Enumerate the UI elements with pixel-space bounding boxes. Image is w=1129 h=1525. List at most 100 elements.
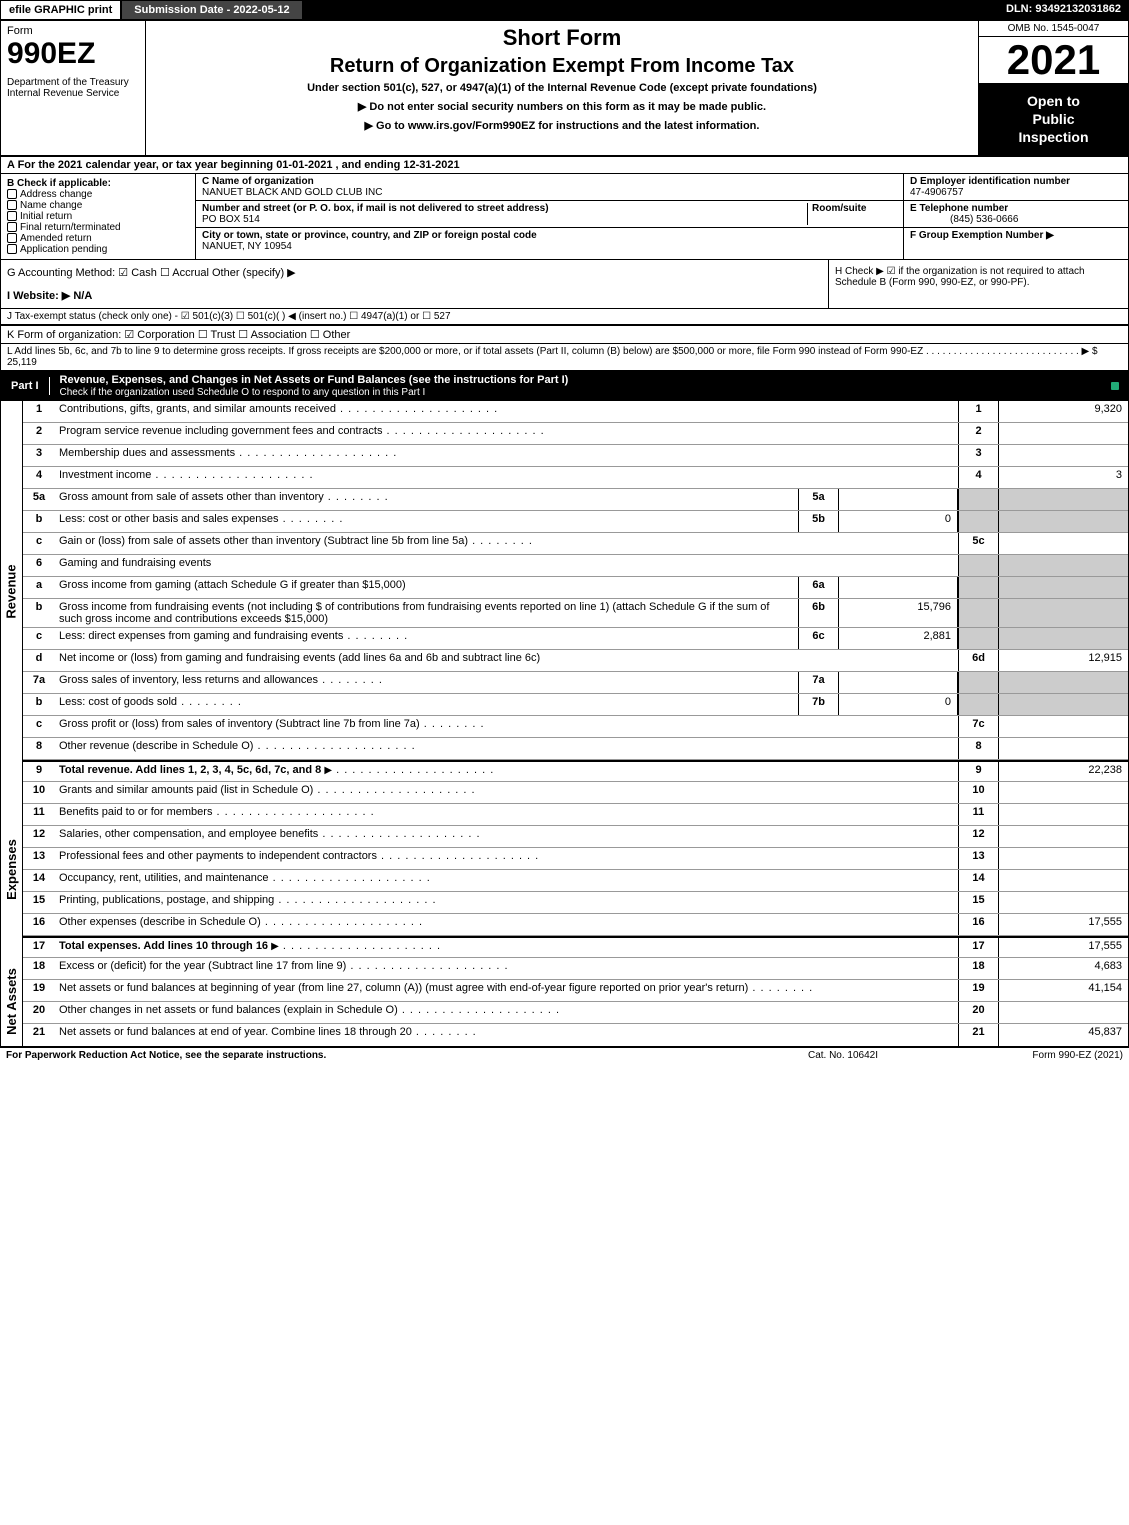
- form-header: Form 990EZ Department of the Treasury In…: [1, 21, 1128, 157]
- revenue-table: Revenue 1Contributions, gifts, grants, a…: [1, 401, 1128, 782]
- sub-val: [838, 577, 958, 598]
- grey-cell: [998, 577, 1128, 598]
- checkbox-icon[interactable]: [7, 200, 17, 210]
- line-num: c: [23, 716, 55, 737]
- line-desc: Less: cost or other basis and sales expe…: [55, 511, 798, 532]
- line-num: c: [23, 628, 55, 649]
- ein-value: 47-4906757: [910, 187, 963, 198]
- header-right: OMB No. 1545-0047 2021 Open to Public In…: [978, 21, 1128, 155]
- j-tax-status: J Tax-exempt status (check only one) - ☑…: [1, 308, 1128, 325]
- line-num: 11: [23, 804, 55, 825]
- footer-left: For Paperwork Reduction Act Notice, see …: [6, 1050, 743, 1061]
- line-rn: 3: [958, 445, 998, 466]
- b-item: Address change: [20, 189, 92, 200]
- checkbox-icon[interactable]: [7, 244, 17, 254]
- line-desc: Total revenue. Add lines 1, 2, 3, 4, 5c,…: [59, 764, 321, 776]
- line-num: 1: [23, 401, 55, 422]
- line-val: 22,238: [998, 762, 1128, 781]
- line-val: 3: [998, 467, 1128, 488]
- line-val: 4,683: [998, 958, 1128, 979]
- form-word: Form: [7, 25, 139, 37]
- line-val: [998, 423, 1128, 444]
- grey-cell: [998, 694, 1128, 715]
- line-val: [998, 826, 1128, 847]
- line-num: 2: [23, 423, 55, 444]
- line-val: [998, 870, 1128, 891]
- line-desc: Gaming and fundraising events: [55, 555, 958, 576]
- line-val: 45,837: [998, 1024, 1128, 1046]
- checkbox-icon[interactable]: [7, 189, 17, 199]
- footer-right: Form 990-EZ (2021): [943, 1050, 1123, 1061]
- line-val: 12,915: [998, 650, 1128, 671]
- section-b-label: B Check if applicable:: [7, 178, 111, 189]
- sub-val: 0: [838, 694, 958, 715]
- b-item: Application pending: [20, 244, 107, 255]
- line-num: 18: [23, 958, 55, 979]
- row-a: A For the 2021 calendar year, or tax yea…: [1, 157, 1128, 174]
- sub-num: 5b: [798, 511, 838, 532]
- line-desc: Professional fees and other payments to …: [55, 848, 958, 869]
- footer-mid: Cat. No. 10642I: [743, 1050, 943, 1061]
- line-desc: Grants and similar amounts paid (list in…: [55, 782, 958, 803]
- top-bar: efile GRAPHIC print Submission Date - 20…: [0, 0, 1129, 20]
- header-left: Form 990EZ Department of the Treasury In…: [1, 21, 146, 155]
- line-desc: Other expenses (describe in Schedule O): [55, 914, 958, 935]
- line-rn: 18: [958, 958, 998, 979]
- sub-num: 5a: [798, 489, 838, 510]
- line-val: [998, 1002, 1128, 1023]
- line-num: 12: [23, 826, 55, 847]
- line-num: 19: [23, 980, 55, 1001]
- line-desc: Less: cost of goods sold: [55, 694, 798, 715]
- checkbox-checked-icon: [1110, 381, 1120, 391]
- page-footer: For Paperwork Reduction Act Notice, see …: [0, 1047, 1129, 1063]
- checkbox-icon[interactable]: [7, 211, 17, 221]
- line-desc: Contributions, gifts, grants, and simila…: [55, 401, 958, 422]
- line-num: 3: [23, 445, 55, 466]
- checkbox-icon[interactable]: [7, 233, 17, 243]
- line-val: [998, 892, 1128, 913]
- arrow-icon: ▶: [324, 765, 332, 776]
- line-rn: 2: [958, 423, 998, 444]
- sub-val: 0: [838, 511, 958, 532]
- line-val: 17,555: [998, 914, 1128, 935]
- sub-num: 7a: [798, 672, 838, 693]
- line-desc: Gross income from gaming (attach Schedul…: [55, 577, 798, 598]
- line-desc: Occupancy, rent, utilities, and maintena…: [55, 870, 958, 891]
- org-city: NANUET, NY 10954: [202, 241, 292, 252]
- grey-cell: [958, 672, 998, 693]
- line-rn: 17: [958, 938, 998, 957]
- line-num: 16: [23, 914, 55, 935]
- line-num: 5a: [23, 489, 55, 510]
- tax-year: 2021: [979, 37, 1128, 84]
- section-ghij: G Accounting Method: ☑ Cash ☐ Accrual Ot…: [1, 260, 1128, 326]
- g-accounting: G Accounting Method: ☑ Cash ☐ Accrual Ot…: [7, 266, 822, 279]
- checkbox-icon[interactable]: [7, 222, 17, 232]
- line-desc: Less: direct expenses from gaming and fu…: [55, 628, 798, 649]
- line-num: d: [23, 650, 55, 671]
- line-rn: 14: [958, 870, 998, 891]
- line-rn: 13: [958, 848, 998, 869]
- line-rn: 19: [958, 980, 998, 1001]
- line-num: 10: [23, 782, 55, 803]
- ein-label: D Employer identification number: [910, 176, 1070, 187]
- group-label: F Group Exemption Number ▶: [910, 230, 1054, 241]
- expenses-table: Expenses 10Grants and similar amounts pa…: [1, 782, 1128, 958]
- h-check: H Check ▶ ☑ if the organization is not r…: [828, 260, 1128, 308]
- line-desc: Gross income from fundraising events (no…: [55, 599, 798, 627]
- irs-link-note: ▶ Go to www.irs.gov/Form990EZ for instru…: [154, 119, 970, 132]
- line-num: 15: [23, 892, 55, 913]
- part1-header: Part I Revenue, Expenses, and Changes in…: [1, 371, 1128, 401]
- line-rn: 12: [958, 826, 998, 847]
- line-desc: Net income or (loss) from gaming and fun…: [55, 650, 958, 671]
- line-rn: 7c: [958, 716, 998, 737]
- line-desc: Membership dues and assessments: [55, 445, 958, 466]
- grey-cell: [958, 628, 998, 649]
- line-num: 7a: [23, 672, 55, 693]
- section-b: B Check if applicable: Address change Na…: [1, 174, 196, 259]
- org-name: NANUET BLACK AND GOLD CLUB INC: [202, 187, 382, 198]
- l-gross-receipts: L Add lines 5b, 6c, and 7b to line 9 to …: [1, 344, 1128, 371]
- line-val: 17,555: [998, 938, 1128, 957]
- line-desc: Gross amount from sale of assets other t…: [55, 489, 798, 510]
- grey-cell: [958, 599, 998, 627]
- netassets-table: Net Assets 18Excess or (deficit) for the…: [1, 958, 1128, 1046]
